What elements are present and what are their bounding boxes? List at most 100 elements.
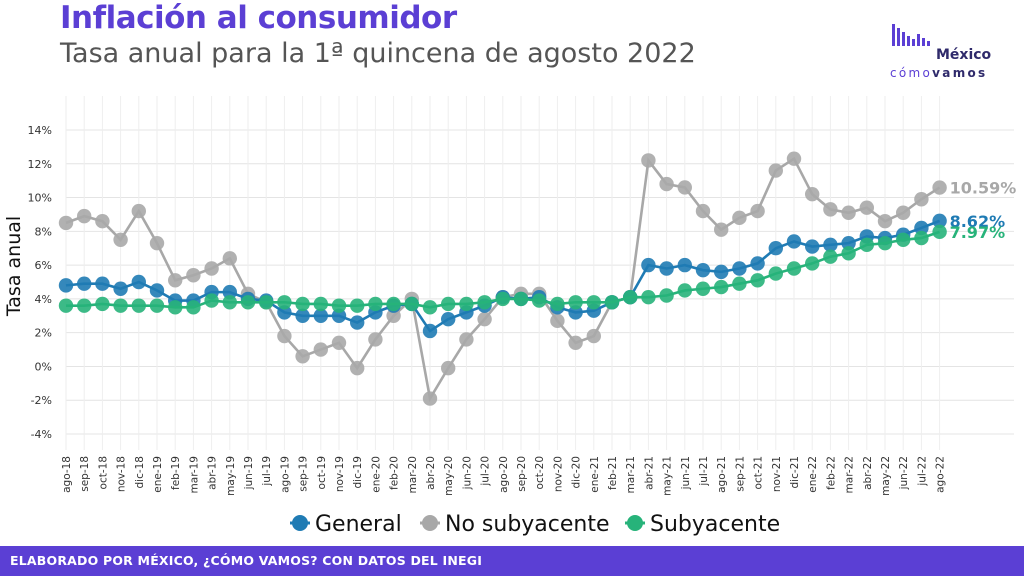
data-point bbox=[441, 311, 456, 327]
y-axis-ticks: -4% -2% 0% 2% 4% 6% 8% 10% 12% 14% bbox=[28, 124, 52, 441]
data-point bbox=[77, 298, 92, 313]
x-tick-label: abr-20 bbox=[425, 456, 437, 490]
data-point bbox=[95, 214, 110, 229]
data-point bbox=[186, 268, 201, 283]
legend-marker bbox=[292, 515, 308, 531]
x-tick-label: mar-22 bbox=[844, 456, 856, 493]
data-point bbox=[459, 296, 474, 312]
data-point bbox=[914, 220, 929, 236]
data-point bbox=[259, 295, 274, 310]
x-tick-label: nov-21 bbox=[771, 456, 783, 492]
data-point bbox=[168, 300, 183, 315]
data-point bbox=[677, 283, 692, 298]
data-point bbox=[149, 298, 165, 313]
data-point bbox=[495, 291, 510, 307]
data-point bbox=[295, 296, 310, 312]
x-tick-label: mar-21 bbox=[625, 456, 637, 493]
footer-text: ELABORADO POR MÉXICO, ¿CÓMO VAMOS? CON D… bbox=[10, 553, 483, 568]
end-label: 7.97% bbox=[950, 223, 1006, 242]
data-point bbox=[823, 249, 838, 264]
y-axis-title: Tasa anual bbox=[3, 216, 25, 317]
data-point bbox=[331, 335, 347, 350]
data-point bbox=[422, 391, 438, 406]
data-point bbox=[823, 237, 838, 253]
x-tick-label: jul-22 bbox=[916, 456, 928, 487]
y-tick-label: 4% bbox=[35, 293, 52, 306]
mexico-como-vamos-logo bbox=[892, 24, 930, 46]
x-tick-label: ene-21 bbox=[589, 456, 601, 493]
data-point bbox=[823, 202, 838, 217]
data-point bbox=[95, 276, 110, 291]
data-point bbox=[58, 298, 74, 313]
data-point bbox=[313, 308, 328, 323]
data-point bbox=[859, 237, 874, 253]
data-point bbox=[677, 180, 692, 195]
data-point bbox=[750, 256, 765, 271]
x-axis-ticks: ago-18 sep-18 oct-18 nov-18 dic-18 ene-19 feb-… bbox=[61, 456, 947, 496]
data-point bbox=[732, 276, 747, 291]
x-tick-label: ago-20 bbox=[498, 456, 510, 493]
x-tick-label: jun-19 bbox=[243, 456, 255, 490]
x-tick-label: mar-20 bbox=[407, 456, 419, 493]
x-tick-label: oct-21 bbox=[753, 456, 765, 489]
data-point bbox=[659, 261, 674, 276]
data-point bbox=[240, 295, 256, 310]
data-point bbox=[131, 274, 146, 290]
x-tick-label: ago-18 bbox=[61, 456, 73, 493]
data-point bbox=[786, 261, 802, 276]
data-point bbox=[222, 251, 237, 266]
end-label: 8.62% bbox=[950, 212, 1006, 231]
data-point bbox=[477, 295, 492, 310]
data-point bbox=[786, 234, 802, 249]
logo-subtitle: cómovamos bbox=[890, 66, 987, 80]
data-point bbox=[113, 232, 128, 247]
x-tick-label: mar-19 bbox=[188, 456, 200, 493]
x-tick-label: ene-20 bbox=[370, 456, 382, 493]
data-point bbox=[77, 276, 92, 291]
x-tick-label: jun-21 bbox=[680, 456, 692, 490]
data-point bbox=[113, 281, 128, 296]
x-tick-label: ago-22 bbox=[935, 456, 947, 493]
data-point bbox=[113, 298, 128, 313]
data-point bbox=[677, 257, 692, 273]
data-point bbox=[786, 151, 802, 166]
data-point bbox=[441, 360, 456, 376]
chart-subtitle: Tasa anual para la 1ª quincena de agosto… bbox=[60, 38, 696, 69]
data-point bbox=[586, 328, 601, 344]
data-point bbox=[149, 235, 165, 251]
x-tick-label: ago-19 bbox=[279, 456, 291, 493]
x-tick-label: oct-20 bbox=[534, 456, 546, 489]
data-point bbox=[768, 266, 783, 281]
logo-wordmark: México bbox=[936, 47, 992, 63]
x-tick-label: oct-18 bbox=[97, 456, 109, 489]
x-tick-label: abr-22 bbox=[862, 456, 874, 490]
x-tick-label: jun-20 bbox=[461, 456, 473, 490]
data-point bbox=[204, 293, 219, 308]
data-point bbox=[186, 300, 201, 315]
y-tick-label: 10% bbox=[28, 192, 52, 205]
x-tick-label: dic-21 bbox=[789, 456, 801, 489]
legend-label: Subyacente bbox=[650, 512, 780, 537]
data-point bbox=[695, 262, 711, 278]
data-point bbox=[149, 283, 165, 298]
data-point bbox=[568, 295, 583, 310]
data-point bbox=[350, 315, 365, 330]
x-tick-label: ene-22 bbox=[807, 456, 819, 493]
data-point bbox=[550, 313, 565, 329]
data-point bbox=[313, 296, 328, 312]
x-tick-label: sep-19 bbox=[298, 456, 310, 492]
data-point bbox=[477, 311, 492, 327]
series-no-subyacente bbox=[58, 151, 947, 406]
data-point bbox=[550, 296, 565, 312]
data-point bbox=[532, 293, 547, 308]
data-point bbox=[841, 235, 856, 251]
x-tick-label: feb-21 bbox=[607, 456, 619, 490]
y-tick-label: 6% bbox=[35, 259, 52, 272]
data-point bbox=[422, 323, 438, 339]
data-point bbox=[222, 284, 237, 300]
data-point bbox=[222, 295, 237, 310]
data-point bbox=[914, 192, 929, 207]
data-point bbox=[604, 295, 620, 310]
data-point bbox=[877, 214, 893, 229]
x-tick-label: jul-19 bbox=[261, 456, 273, 487]
